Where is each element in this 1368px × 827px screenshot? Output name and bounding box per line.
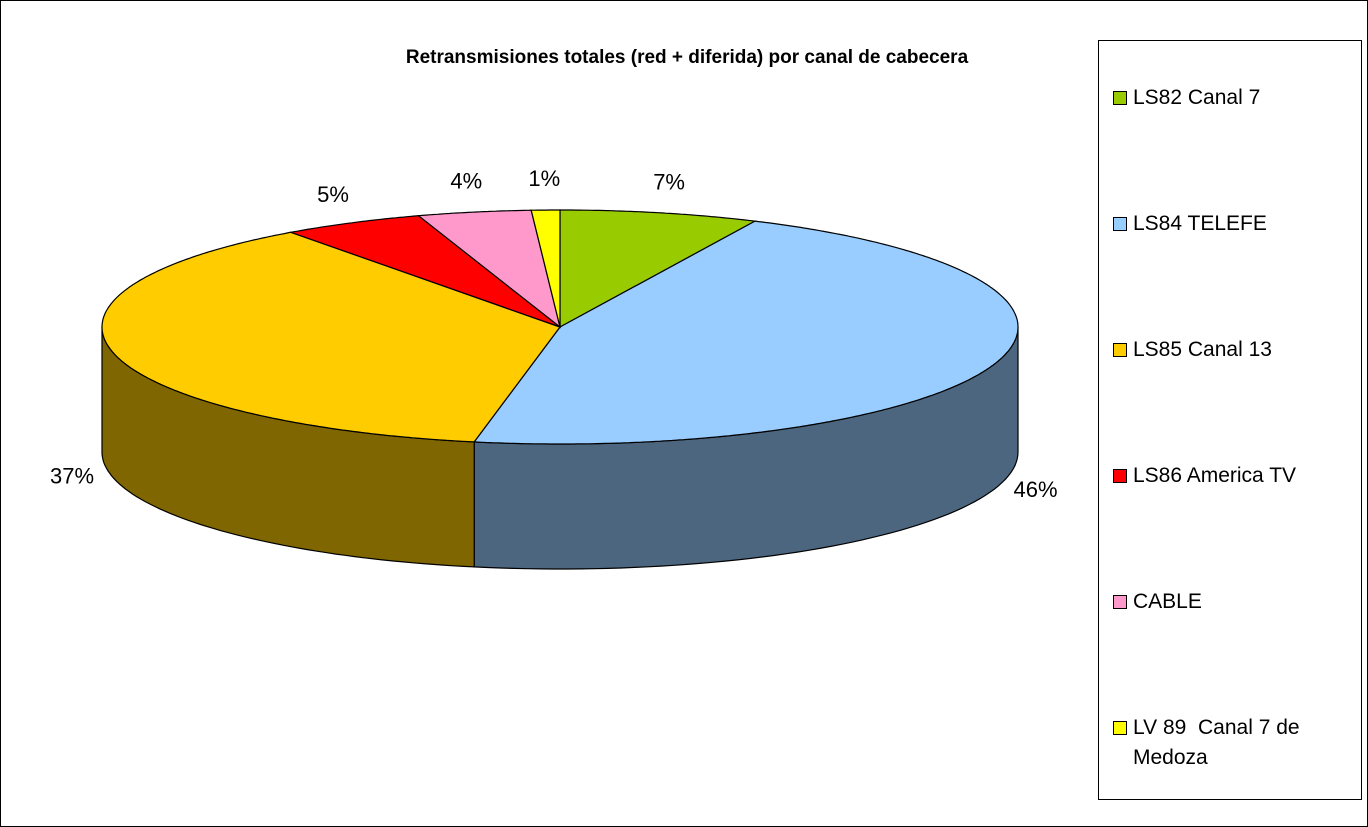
legend-label: CABLE (1133, 590, 1202, 613)
data-label: 46% (1013, 477, 1057, 502)
pie-slice (559, 209, 757, 329)
chart-title: Retransmisiones totales (red + diferida)… (406, 47, 969, 68)
pie-slice (530, 209, 561, 328)
legend-swatch (1113, 217, 1127, 231)
legend-swatch (1113, 343, 1127, 357)
data-label: 4% (450, 168, 482, 193)
pie-slice (473, 220, 1019, 445)
data-label: 5% (317, 182, 349, 207)
legend-swatch (1113, 91, 1127, 105)
pie-tops (101, 209, 1019, 445)
pie-slice (101, 231, 561, 443)
legend-swatch (1113, 469, 1127, 483)
data-label: 37% (50, 464, 94, 489)
data-label: 7% (653, 169, 685, 194)
legend-label: LV 89 Canal 7 de Medoza (1133, 716, 1306, 769)
legend-label: LS86 America TV (1133, 464, 1297, 487)
legend-item: LS86 America TV (1113, 461, 1353, 491)
pie-slice (416, 209, 562, 329)
legend-item: LV 89 Canal 7 de Medoza (1113, 713, 1353, 773)
pie-slice (288, 215, 561, 328)
legend-swatch (1113, 721, 1127, 735)
legend-label: LS85 Canal 13 (1133, 338, 1272, 361)
legend-item: LS84 TELEFE (1113, 209, 1353, 239)
data-labels: 7% 46% 37% 5% 4% 1% (50, 166, 1058, 502)
legend: LS82 Canal 7 LS84 TELEFE LS85 Canal 13 LS86… (1098, 40, 1362, 800)
legend-label: LS82 Canal 7 (1133, 86, 1261, 109)
legend-item: CABLE (1113, 587, 1353, 617)
legend-item: LS85 Canal 13 (1113, 335, 1353, 365)
data-label: 1% (528, 166, 560, 191)
legend-item: LS82 Canal 7 (1113, 83, 1353, 113)
legend-label: LS84 TELEFE (1133, 212, 1267, 235)
legend-swatch (1113, 595, 1127, 609)
